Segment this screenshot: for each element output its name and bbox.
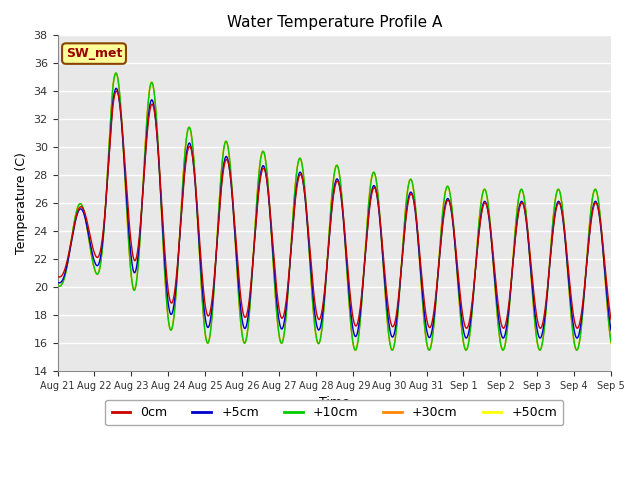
Y-axis label: Temperature (C): Temperature (C) xyxy=(15,152,28,254)
Text: SW_met: SW_met xyxy=(66,47,122,60)
X-axis label: Time: Time xyxy=(319,396,349,409)
Title: Water Temperature Profile A: Water Temperature Profile A xyxy=(227,15,442,30)
Legend: 0cm, +5cm, +10cm, +30cm, +50cm: 0cm, +5cm, +10cm, +30cm, +50cm xyxy=(105,400,563,425)
